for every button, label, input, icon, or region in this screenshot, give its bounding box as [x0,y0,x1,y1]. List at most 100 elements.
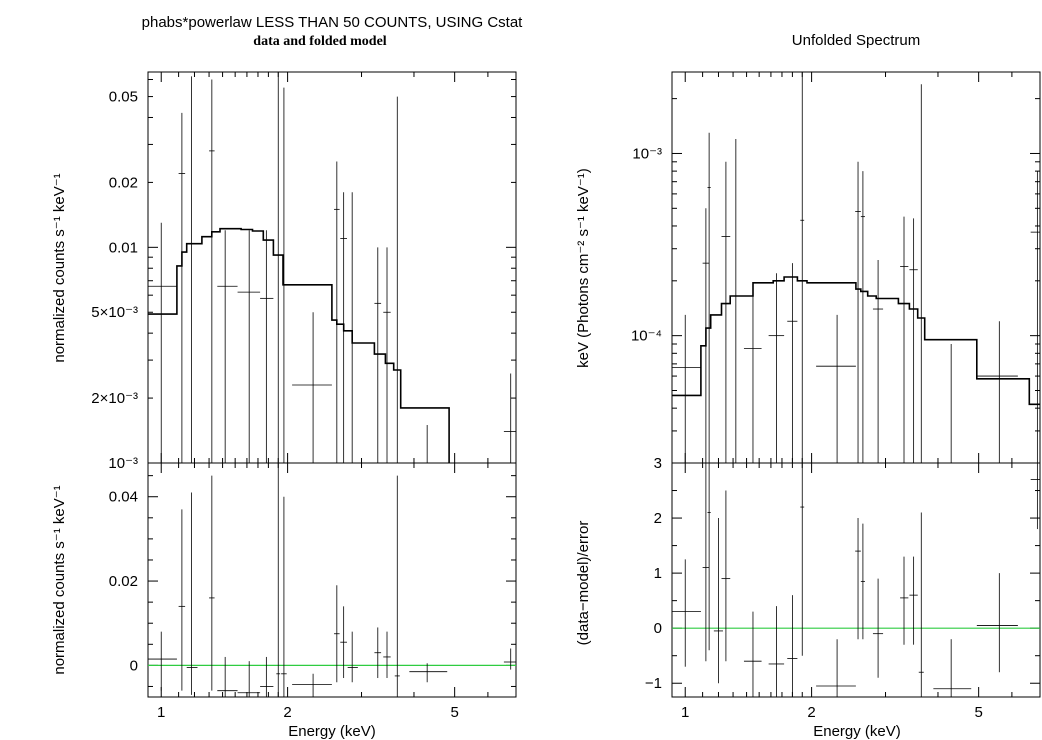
data-point [900,216,909,463]
data-point [178,509,186,691]
data-point [383,247,391,463]
y-tick-label: 0.02 [109,174,138,191]
y-tick-label: −1 [645,675,662,692]
y-tick-label: 10⁻³ [632,145,662,162]
data-point [383,631,391,679]
data-point [340,192,347,463]
right-title: Unfolded Spectrum [792,32,920,49]
data-point [148,631,177,691]
right-xlabel: Energy (keV) [813,723,901,740]
y-tick-label: 0 [130,657,138,674]
y-tick-label: 2 [654,510,662,527]
x-tick-label: 5 [450,704,458,721]
data-point [260,656,274,697]
data-point [872,260,884,463]
data-point [672,559,701,667]
data-point [800,72,805,463]
data-point [394,96,400,464]
data-point [1030,463,1040,530]
left-top-ylabel: normalized counts s⁻¹ keV⁻¹ [51,173,68,362]
x-tick-label: 1 [681,704,689,721]
data-point [743,611,762,697]
x-tick-label: 2 [807,704,815,721]
panel-left-top: 10⁻³ 2×10⁻³ 5×10⁻³ 0.01 0.02 0.05 [91,71,517,472]
panel-right-bottom: 1 2 5 −1 0 1 2 3 [645,455,1041,721]
data-point [909,556,918,645]
data-point [816,314,856,463]
data-point [787,263,798,463]
y-tick-label: 0.02 [109,573,138,590]
data-point [872,578,884,678]
data-point [276,72,281,464]
data-point [733,139,739,464]
y-tick-label: 1 [654,565,662,582]
data-point [918,84,924,464]
model-step-line [148,227,450,463]
data-point [260,230,274,463]
data-point [503,373,516,463]
x-tick-label: 1 [157,704,165,721]
y-tick-label: 0.04 [109,489,138,506]
data-point [209,475,215,691]
data-point [855,518,861,640]
data-point [334,161,340,463]
data-point [281,87,287,464]
data-point [374,627,382,679]
left-xlabel: Energy (keV) [288,723,376,740]
plot-frame [147,71,517,464]
data-point [409,425,448,464]
data-point [503,648,516,670]
data-point [768,273,785,463]
data-point [713,518,723,684]
y-tick-label: 10⁻⁴ [631,328,662,345]
data-point [743,293,762,463]
data-point [855,161,861,463]
y-tick-label: 10⁻³ [108,455,138,472]
panel-left-bottom: 1 2 5 0 0.02 0.04 [109,462,517,721]
data-point [707,463,711,651]
data-point [768,606,785,697]
y-tick-label: 0.05 [109,89,138,106]
data-point [702,208,710,463]
data-point [292,312,332,463]
data-point [281,496,287,697]
data-point [209,79,215,463]
data-point [860,171,865,463]
data-point [347,631,358,683]
data-point [909,218,918,463]
data-point [178,112,186,463]
data-point [186,492,198,695]
y-tick-label: 5×10⁻³ [91,304,138,321]
data-point [816,639,856,697]
y-tick-label: 2×10⁻³ [91,390,138,407]
data-point [292,673,332,697]
y-tick-label: 0.01 [109,239,138,256]
data-point [672,314,701,463]
data-point [217,230,238,463]
plot-frame [671,462,1041,698]
right-top-ylabel: keV (Photons cm⁻² s⁻¹ keV⁻¹) [575,168,592,368]
plot-frame [147,462,517,698]
data-point [933,343,972,464]
data-point [933,639,972,697]
data-point [276,463,281,697]
plot-frame [671,71,1041,464]
model-step-line [672,276,1040,406]
data-point [374,247,382,463]
x-tick-label: 5 [974,704,982,721]
data-point [721,490,731,662]
data-point [148,222,177,463]
data-point [860,523,865,640]
data-point [409,663,448,683]
data-point [237,661,261,697]
data-point [918,512,924,697]
right-bottom-ylabel: (data−model)/error [575,521,592,646]
left-title: phabs*powerlaw LESS THAN 50 COUNTS, USIN… [142,14,524,31]
data-point [800,463,805,656]
x-tick-label: 2 [283,704,291,721]
data-point [721,161,731,463]
data-point [217,656,238,697]
data-point [702,463,710,662]
data-point [976,573,1018,673]
